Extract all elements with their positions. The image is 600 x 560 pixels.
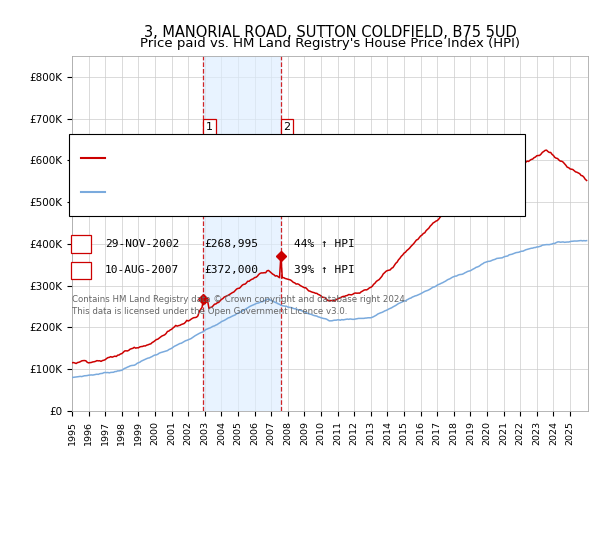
Text: £372,000: £372,000 — [204, 265, 258, 276]
Text: 3, MANORIAL ROAD, SUTTON COLDFIELD, B75 5UD (detached house): 3, MANORIAL ROAD, SUTTON COLDFIELD, B75 … — [111, 153, 490, 164]
Text: HPI: Average price, detached house, Birmingham: HPI: Average price, detached house, Birm… — [111, 186, 380, 197]
Text: 2: 2 — [77, 265, 85, 276]
Text: £268,995: £268,995 — [204, 239, 258, 249]
Bar — [203, 56, 281, 411]
Text: Price paid vs. HM Land Registry's House Price Index (HPI): Price paid vs. HM Land Registry's House … — [140, 37, 520, 50]
Text: 10-AUG-2007: 10-AUG-2007 — [105, 265, 179, 276]
Text: 2: 2 — [283, 122, 290, 132]
Text: 39% ↑ HPI: 39% ↑ HPI — [294, 265, 355, 276]
Text: 29-NOV-2002: 29-NOV-2002 — [105, 239, 179, 249]
Text: Contains HM Land Registry data © Crown copyright and database right 2024.: Contains HM Land Registry data © Crown c… — [72, 296, 407, 305]
Text: This data is licensed under the Open Government Licence v3.0.: This data is licensed under the Open Gov… — [72, 307, 347, 316]
Text: 1: 1 — [206, 122, 213, 132]
Text: 44% ↑ HPI: 44% ↑ HPI — [294, 239, 355, 249]
Text: 3, MANORIAL ROAD, SUTTON COLDFIELD, B75 5UD: 3, MANORIAL ROAD, SUTTON COLDFIELD, B75 … — [143, 25, 517, 40]
Text: 1: 1 — [77, 239, 85, 249]
